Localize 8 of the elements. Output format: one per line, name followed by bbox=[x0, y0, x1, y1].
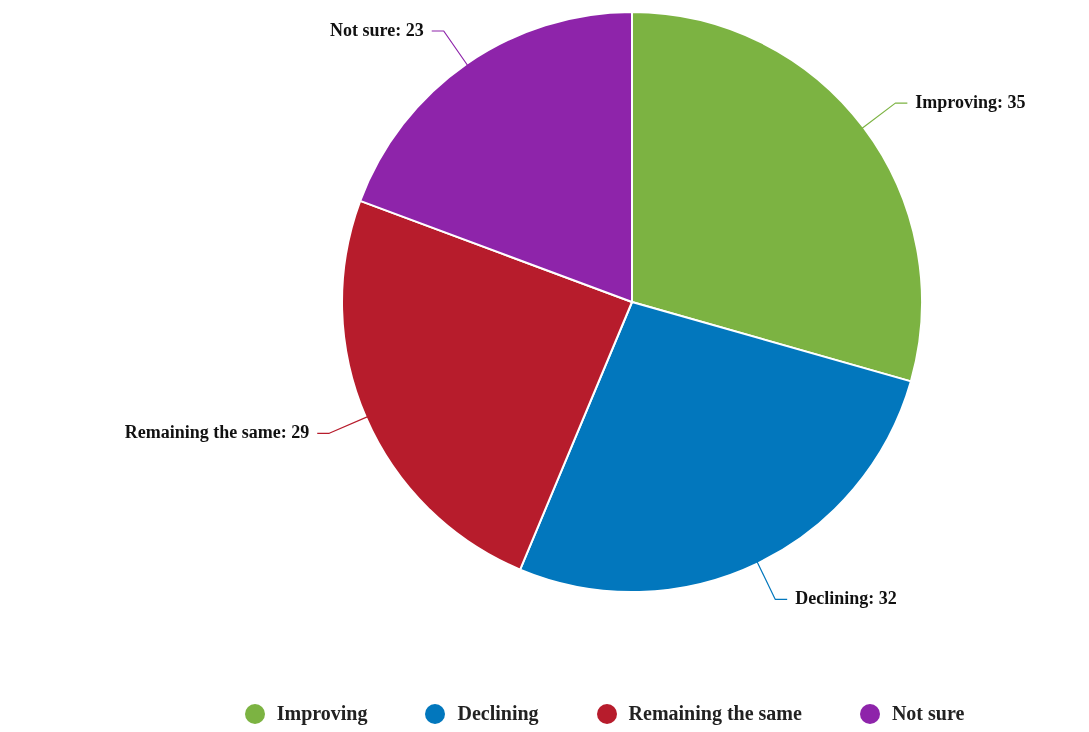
data-label: Improving: 35 bbox=[915, 91, 1026, 112]
legend-label: Improving bbox=[276, 702, 368, 725]
legend-label: Declining bbox=[457, 702, 539, 725]
legend-label: Not sure bbox=[891, 702, 965, 725]
data-label: Declining: 32 bbox=[795, 587, 897, 608]
data-label: Not sure: 23 bbox=[330, 19, 424, 40]
legend-label: Remaining the same bbox=[628, 702, 802, 725]
data-label: Remaining the same: 29 bbox=[124, 421, 310, 442]
